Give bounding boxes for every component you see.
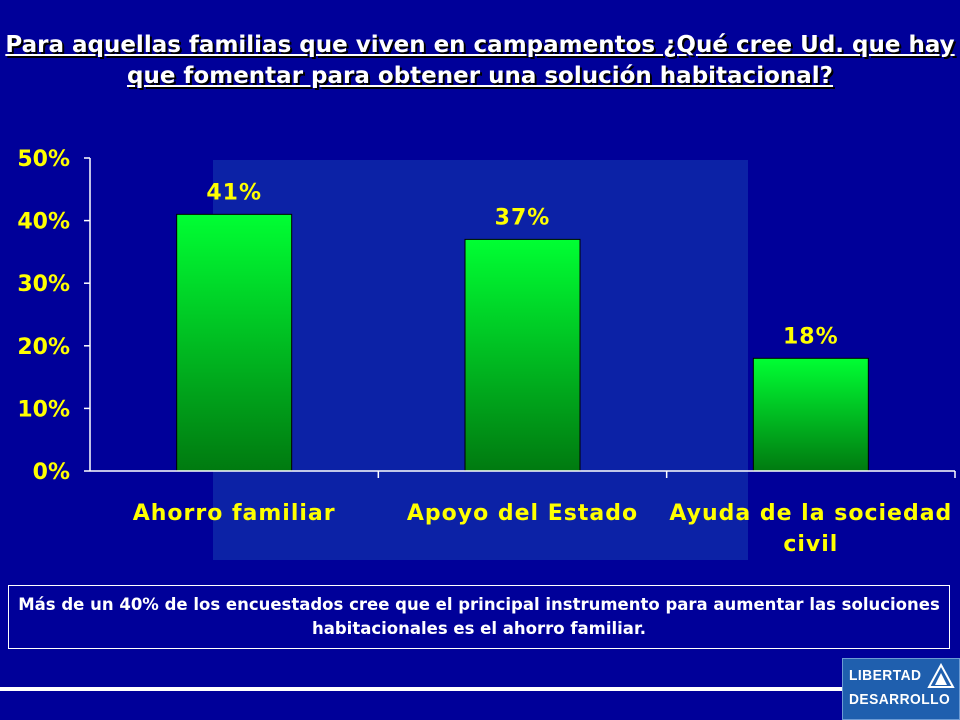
category-label: Ahorro familiar (133, 501, 336, 526)
y-tick-label: 30% (17, 272, 70, 297)
summary-note: Más de un 40% de los encuestados cree qu… (8, 585, 950, 649)
page-title: Para aquellas familias que viven en camp… (0, 30, 960, 92)
y-tick-label: 50% (17, 147, 70, 172)
y-tick-label: 10% (17, 397, 70, 422)
bar-chart: 0% 10% 20% 30% 40% 50% 41% Ahorro familiar 37% A… (17, 147, 956, 560)
footer-divider (0, 687, 842, 691)
logo-text-line-2: DESARROLLO (849, 691, 951, 708)
data-label: 18% (783, 324, 839, 349)
title-line-2: que fomentar para obtener una solución h… (126, 63, 833, 89)
libertad-desarrollo-logo: LIBERTAD DESARROLLO (842, 658, 960, 720)
bar (176, 213, 293, 472)
y-tick-label: 40% (17, 210, 70, 235)
logo-triangle-icon (927, 663, 955, 688)
title-line-1: Para aquellas familias que viven en camp… (5, 32, 955, 58)
data-label: 37% (495, 205, 551, 230)
logo-text-line-1: LIBERTAD (849, 667, 922, 684)
y-tick-label: 0% (33, 460, 70, 485)
y-tick-label: 20% (17, 335, 70, 360)
category-label: Ayuda de la sociedad (669, 501, 952, 526)
data-label: 41% (206, 180, 262, 205)
bar (464, 238, 581, 472)
category-label: Apoyo del Estado (407, 501, 638, 526)
category-label: civil (783, 532, 838, 557)
bar (752, 357, 869, 472)
